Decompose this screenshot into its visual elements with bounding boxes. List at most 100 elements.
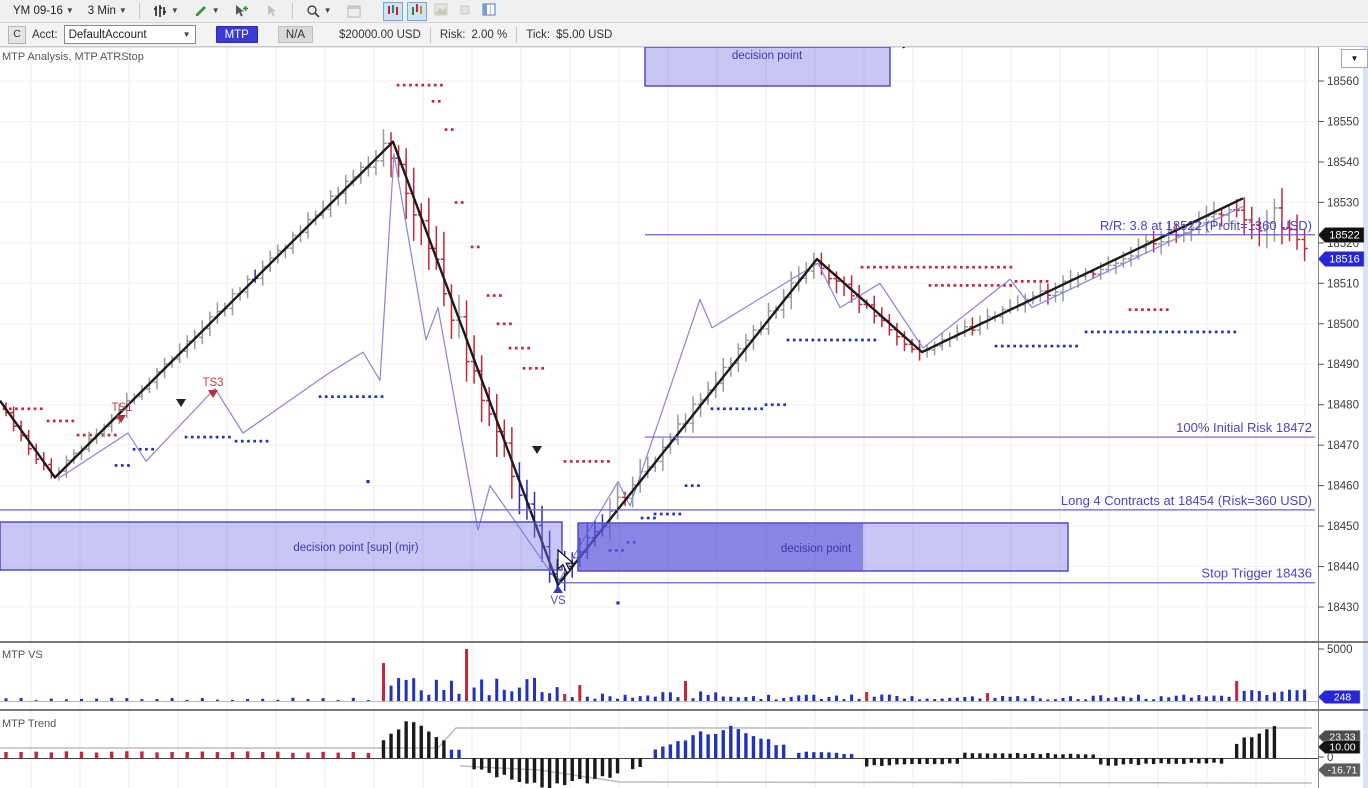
- svg-text:18490: 18490: [1327, 359, 1359, 371]
- decision-point-support[interactable]: decision point [sup] (mjr): [0, 521, 563, 571]
- svg-text:18480: 18480: [1327, 400, 1359, 412]
- svg-text:18500: 18500: [1327, 319, 1359, 331]
- svg-text:18450: 18450: [1327, 521, 1359, 533]
- svg-text:R/R: 3.8 at 18522 (Profit=1360: R/R: 3.8 at 18522 (Profit=1360 USD): [1100, 218, 1312, 233]
- svg-text:-16.71: -16.71: [1328, 765, 1358, 777]
- toolbar-separator: [429, 26, 431, 43]
- columns-tile-icon: [482, 3, 496, 19]
- analysis-tile-button[interactable]: [382, 1, 403, 21]
- analysis-tile-icon: [386, 3, 400, 19]
- svg-text:decision point: decision point: [732, 50, 803, 62]
- svg-text:TS1: TS1: [111, 402, 132, 414]
- svg-text:18470: 18470: [1327, 440, 1359, 452]
- svg-text:VS: VS: [550, 595, 566, 607]
- svg-text:decision point [sup] (mjr): decision point [sup] (mjr): [293, 542, 418, 554]
- bar-style-button[interactable]: ▼: [147, 0, 184, 22]
- svg-text:Long 4 Contracts at 18454 (Ris: Long 4 Contracts at 18454 (Risk=360 USD): [1061, 493, 1312, 508]
- draw-pencil-icon: [193, 3, 209, 19]
- decision-point-boxes: decision point decision point [sup] (mjr)…: [0, 46, 1069, 572]
- cursor-add-button[interactable]: [229, 0, 255, 22]
- toolbar-separator: [291, 3, 293, 19]
- vs-panel-title: MTP VS: [2, 649, 43, 661]
- svg-text:TS3: TS3: [202, 377, 223, 389]
- svg-text:18510: 18510: [1327, 278, 1359, 290]
- decision-point-entry[interactable]: decision point: [577, 522, 1069, 572]
- svg-text:18550: 18550: [1327, 116, 1359, 128]
- instrument-label: YM 09-16: [13, 5, 63, 17]
- svg-text:18560: 18560: [1327, 76, 1359, 88]
- window-button[interactable]: [341, 0, 367, 22]
- chevron-down-icon: ▼: [211, 6, 220, 15]
- zoom-button[interactable]: ▼: [300, 0, 337, 22]
- snapshot-tile-icon: [434, 3, 448, 19]
- columns-tile-button[interactable]: [479, 2, 499, 21]
- vs-histogram: [0, 649, 1318, 702]
- zoom-icon: [305, 3, 321, 19]
- account-select-value: DefaultAccount: [68, 28, 147, 41]
- swing-markers: VS TS1 TS3: [111, 377, 566, 607]
- chevron-down-icon: ▼: [170, 6, 179, 15]
- gridlines: [0, 46, 1368, 788]
- signals-tile-button[interactable]: [406, 1, 427, 21]
- chevron-down-icon: ▼: [182, 29, 191, 39]
- mouse-cursor: [557, 33, 908, 574]
- instrument-selector[interactable]: YM 09-16 ▼: [8, 2, 79, 20]
- svg-text:18460: 18460: [1327, 481, 1359, 493]
- svg-text:Stop Trigger 18436: Stop Trigger 18436: [1201, 566, 1312, 581]
- chevron-down-icon: ▼: [65, 6, 74, 15]
- main-toolbar: YM 09-16 ▼ 3 Min ▼ ▼ ▼: [0, 0, 1368, 23]
- cursor-icon: [264, 3, 280, 19]
- svg-text:0: 0: [1327, 752, 1333, 764]
- svg-text:18516: 18516: [1329, 254, 1360, 266]
- svg-text:18522: 18522: [1329, 230, 1360, 242]
- na-button[interactable]: N/A: [277, 26, 314, 43]
- connection-button[interactable]: C: [8, 25, 26, 44]
- chevron-down-icon: ▼: [323, 6, 332, 15]
- account-toolbar: C Acct: DefaultAccount ▼ MTP N/A $20000.…: [0, 23, 1368, 47]
- trend-histogram: [0, 721, 1318, 788]
- chevron-down-icon: ▼: [118, 6, 127, 15]
- bar-style-icon: [152, 3, 168, 19]
- svg-text:100% Initial Risk 18472: 100% Initial Risk 18472: [1176, 420, 1312, 435]
- mini-tile-button[interactable]: [455, 2, 475, 21]
- toolbar-separator: [138, 3, 140, 19]
- signals-tile-icon: [410, 3, 424, 19]
- svg-text:decision point: decision point: [781, 543, 852, 555]
- trade-level-lines: R/R: 3.8 at 18522 (Profit=1360 USD) 100% …: [0, 218, 1315, 584]
- chart-title: MTP Analysis, MTP ATRStop: [2, 51, 144, 63]
- atr-stop-dots: [2, 83, 1237, 605]
- price-axis: 1856018550185401853018520185101850018490…: [1318, 47, 1368, 788]
- tick-label: Tick:: [526, 28, 551, 41]
- cursor-button[interactable]: [259, 0, 285, 22]
- svg-text:10.00: 10.00: [1329, 742, 1355, 754]
- account-balance: $20000.00 USD: [339, 28, 421, 41]
- tick-value: $5.00 USD: [556, 28, 613, 41]
- svg-text:18530: 18530: [1327, 197, 1359, 209]
- snapshot-tile-button[interactable]: [431, 2, 451, 21]
- acct-label: Acct:: [32, 28, 58, 41]
- risk-label: Risk:: [439, 28, 466, 41]
- interval-label: 3 Min: [87, 5, 116, 17]
- svg-text:5000: 5000: [1327, 644, 1353, 656]
- svg-text:18430: 18430: [1327, 602, 1359, 614]
- decision-point-top[interactable]: decision point: [644, 46, 891, 87]
- axis-dropdown-button[interactable]: ▼: [1341, 49, 1368, 68]
- mini-tile-icon: [459, 4, 471, 19]
- account-select[interactable]: DefaultAccount ▼: [63, 25, 196, 44]
- mtp-button[interactable]: MTP: [215, 26, 258, 43]
- toolbar-separator: [516, 26, 518, 43]
- svg-text:18440: 18440: [1327, 562, 1359, 574]
- panel-separators: [0, 641, 1368, 711]
- interval-selector[interactable]: 3 Min ▼: [83, 2, 132, 20]
- svg-text:248: 248: [1334, 692, 1352, 704]
- trend-panel-title: MTP Trend: [2, 718, 57, 730]
- cursor-add-icon: [234, 3, 250, 19]
- svg-text:18540: 18540: [1327, 157, 1359, 169]
- window-icon: [346, 3, 362, 19]
- draw-button[interactable]: ▼: [188, 0, 225, 22]
- risk-value: 2.00 %: [471, 28, 508, 41]
- zigzag-lines: [0, 140, 1244, 586]
